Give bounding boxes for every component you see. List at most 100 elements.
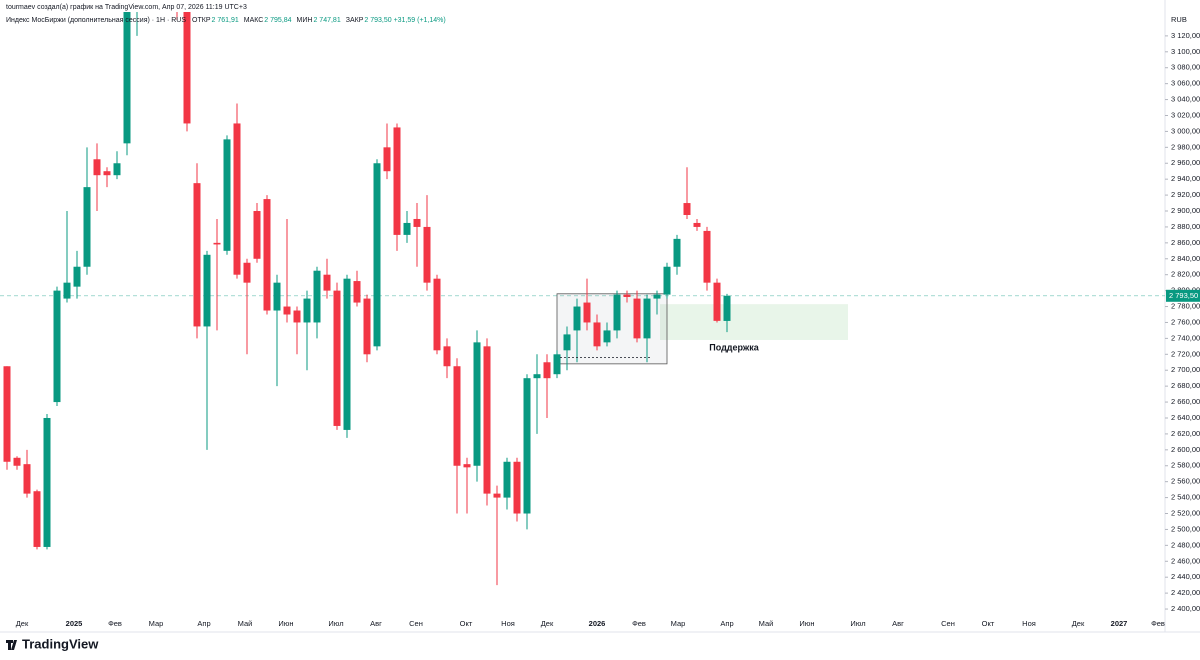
- y-tick-label: 2 880,00: [1171, 222, 1200, 231]
- y-tick-label: 3 040,00: [1171, 95, 1200, 104]
- candle-body: [73, 266, 81, 287]
- candle-body: [303, 298, 311, 323]
- candle-body: [453, 366, 461, 466]
- candle-body: [243, 262, 251, 283]
- y-tick-label: 2 700,00: [1171, 365, 1200, 374]
- legend-label: МАКС: [244, 17, 264, 24]
- x-tick-label: 2027: [1111, 619, 1128, 628]
- y-tick-label: 2 900,00: [1171, 206, 1200, 215]
- x-tick-label: Авг: [370, 619, 382, 628]
- x-tick-label: Июн: [799, 619, 814, 628]
- last-price-label: 2 793,50: [1169, 291, 1198, 300]
- candle-body: [643, 298, 651, 339]
- x-tick-label: Ноя: [501, 619, 515, 628]
- candle-body: [563, 334, 571, 351]
- x-tick-label: Окт: [982, 619, 995, 628]
- y-tick-label: 2 840,00: [1171, 254, 1200, 263]
- y-tick-label: 2 520,00: [1171, 508, 1200, 517]
- header: tourmaev создал(а) график на TradingView…: [6, 4, 247, 11]
- candle-body: [353, 281, 361, 303]
- support-label: Поддержка: [709, 342, 760, 352]
- y-tick-label: 2 400,00: [1171, 604, 1200, 613]
- legend-label: ОТКР: [192, 17, 211, 24]
- x-tick-label: Июл: [328, 619, 343, 628]
- candle-body: [13, 457, 21, 466]
- candle-body: [83, 187, 91, 267]
- candle-body: [663, 266, 671, 295]
- candle-body: [223, 139, 231, 251]
- candle-body: [493, 493, 501, 498]
- legend-label: МИН: [297, 17, 313, 24]
- y-tick-label: 2 780,00: [1171, 302, 1200, 311]
- y-tick-label: 3 060,00: [1171, 79, 1200, 88]
- y-tick-label: 3 000,00: [1171, 126, 1200, 135]
- y-tick-label: 3 100,00: [1171, 47, 1200, 56]
- x-tick-label: Май: [238, 619, 253, 628]
- y-tick-label: 2 600,00: [1171, 445, 1200, 454]
- x-tick-label: 2025: [66, 619, 83, 628]
- x-tick-label: Авг: [892, 619, 904, 628]
- candle-body: [333, 290, 341, 426]
- x-tick-label: Окт: [460, 619, 473, 628]
- y-tick-label: 3 020,00: [1171, 110, 1200, 119]
- candle-body: [363, 298, 371, 355]
- candle-body: [33, 491, 41, 547]
- x-tick-label: Май: [759, 619, 774, 628]
- candle-body: [603, 330, 611, 343]
- y-tick-label: 2 680,00: [1171, 381, 1200, 390]
- candle-body: [543, 362, 551, 379]
- candle-body: [323, 274, 331, 291]
- x-tick-label: Июн: [278, 619, 293, 628]
- legend-value: 2 793,50 +31,59 (+1,14%): [364, 17, 445, 24]
- candle-body: [43, 417, 51, 547]
- candle-body: [63, 282, 71, 299]
- candle-body: [533, 374, 541, 379]
- candle-body: [313, 270, 321, 323]
- x-tick-label: Ноя: [1022, 619, 1036, 628]
- x-tick-label: Сен: [409, 619, 423, 628]
- y-tick-label: 3 120,00: [1171, 31, 1200, 40]
- candle-body: [723, 295, 731, 321]
- y-tick-label: 2 620,00: [1171, 429, 1200, 438]
- candle-body: [443, 346, 451, 367]
- candle-body: [713, 282, 721, 321]
- candle-body: [93, 159, 101, 176]
- x-tick-label: Фев: [632, 619, 646, 628]
- y-tick-label: 2 460,00: [1171, 556, 1200, 565]
- y-tick-label: 2 440,00: [1171, 572, 1200, 581]
- y-tick-label: 2 660,00: [1171, 397, 1200, 406]
- x-tick-label: Дек: [1072, 619, 1085, 628]
- candle-body: [263, 199, 271, 311]
- candle-body: [653, 294, 661, 299]
- y-tick-label: 2 480,00: [1171, 540, 1200, 549]
- candle-body: [373, 163, 381, 347]
- candle-body: [53, 290, 61, 403]
- y-tick-label: 2 540,00: [1171, 493, 1200, 502]
- candle-body: [343, 278, 351, 430]
- x-tick-label: Фев: [108, 619, 122, 628]
- x-tick-label: Июл: [850, 619, 865, 628]
- candle-body: [673, 238, 681, 267]
- legend-label: ЗАКР: [346, 17, 364, 24]
- candle-body: [593, 322, 601, 347]
- candle-body: [203, 254, 211, 327]
- y-tick-label: 3 080,00: [1171, 63, 1200, 72]
- y-tick-label: 2 420,00: [1171, 588, 1200, 597]
- legend-value: 2 795,84: [264, 17, 291, 24]
- y-tick-label: 2 640,00: [1171, 413, 1200, 422]
- candle-body: [513, 461, 521, 514]
- candle-body: [123, 12, 131, 144]
- currency: RUB: [1171, 15, 1187, 24]
- candle-body: [113, 163, 121, 176]
- y-tick-label: 2 820,00: [1171, 270, 1200, 279]
- candle-body: [583, 302, 591, 323]
- candle-body: [403, 222, 411, 235]
- candle-body: [183, 12, 191, 124]
- legend-value: 2 747,81: [313, 17, 340, 24]
- x-tick-label: Мар: [671, 619, 686, 628]
- candle-body: [523, 378, 531, 514]
- candle-body: [573, 306, 581, 331]
- candle-body: [433, 278, 441, 351]
- y-tick-label: 2 920,00: [1171, 190, 1200, 199]
